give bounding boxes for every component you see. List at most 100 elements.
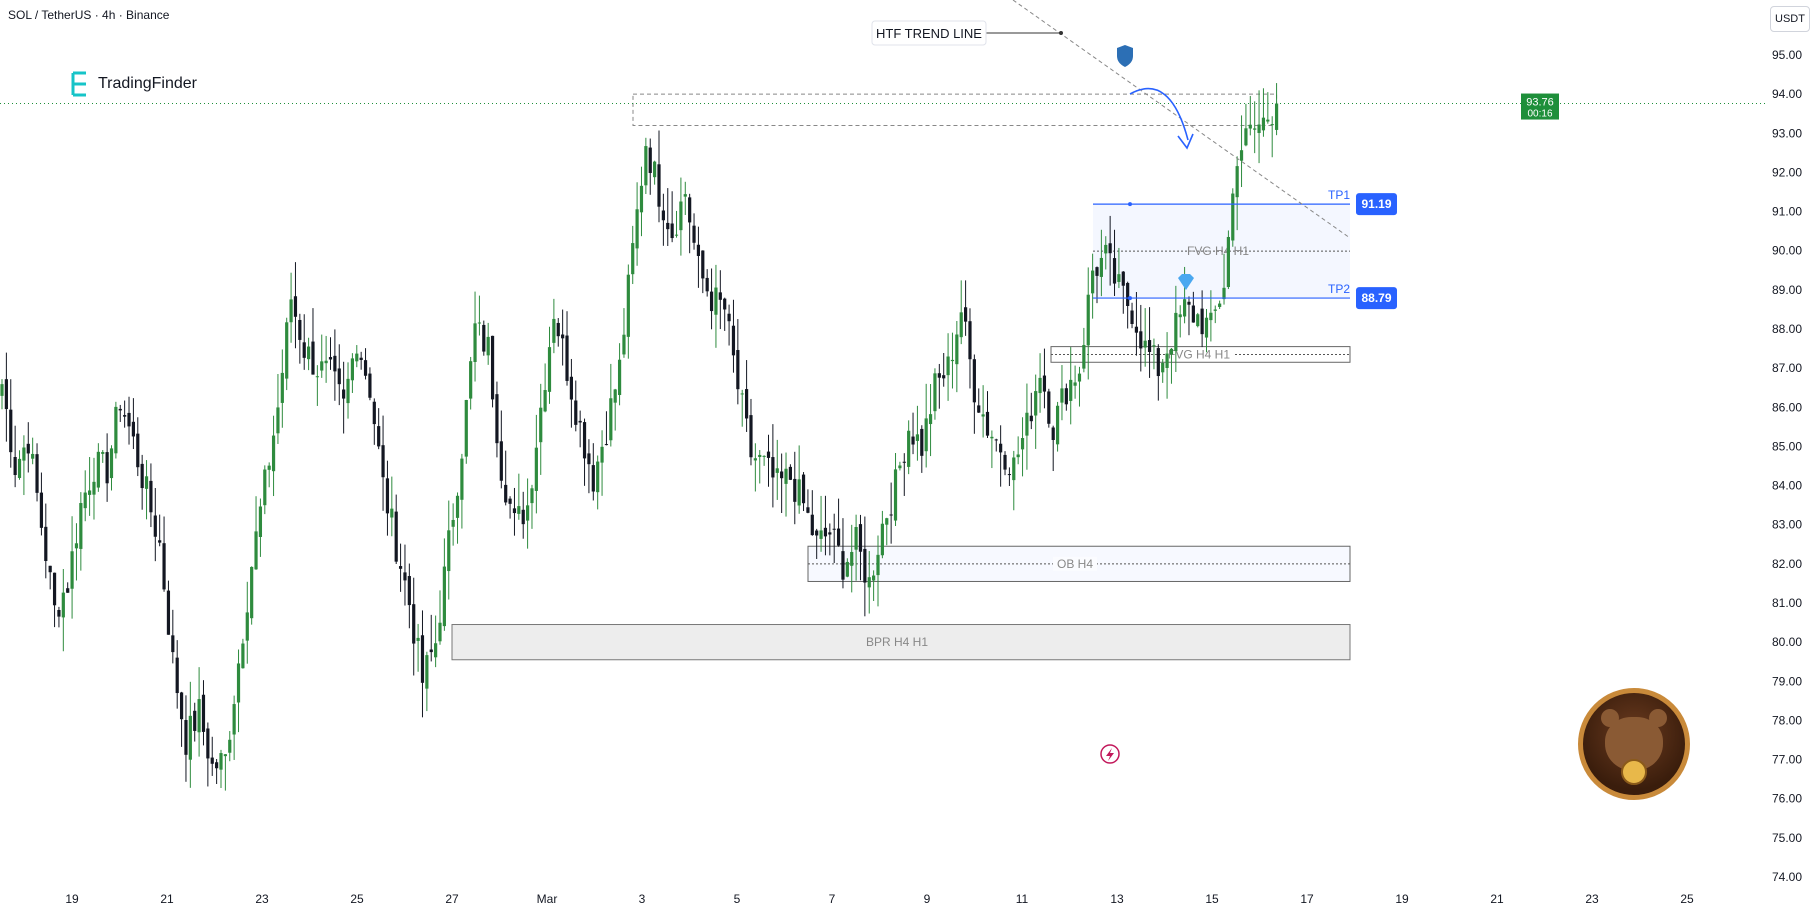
candle-body — [61, 592, 65, 618]
candle-body — [1047, 391, 1051, 424]
candle-body — [981, 414, 985, 417]
candle-body — [250, 566, 254, 619]
candle-body — [819, 530, 823, 539]
candle-body — [394, 511, 398, 562]
y-tick-label: 81.00 — [1772, 596, 1802, 610]
y-tick-label: 94.00 — [1772, 87, 1802, 101]
fvg-lower-label: FVG H4 H1 — [1168, 347, 1230, 361]
candle-body — [1139, 331, 1143, 349]
candle-body — [644, 146, 648, 186]
candle-body — [867, 577, 871, 588]
candle-body — [1091, 270, 1095, 294]
candle-body — [1117, 274, 1121, 282]
candle-body — [390, 508, 394, 518]
candle-body — [315, 376, 319, 378]
trend-line-label: HTF TREND LINE — [876, 26, 982, 41]
candle-body — [648, 147, 652, 173]
candle-body — [784, 468, 788, 484]
tradingfinder-icon — [70, 70, 92, 98]
y-tick-label: 80.00 — [1772, 635, 1802, 649]
x-tick-label: 21 — [160, 892, 174, 906]
sol-coin-icon — [1621, 759, 1647, 785]
candle-body — [933, 373, 937, 412]
candle-body — [613, 389, 617, 403]
y-tick-label: 84.00 — [1772, 479, 1802, 493]
candle-body — [1169, 348, 1174, 355]
candle-body — [622, 334, 626, 355]
candle-body — [1253, 128, 1257, 130]
candle-body — [631, 243, 635, 275]
candle-body — [416, 637, 420, 641]
y-tick-label: 91.00 — [1772, 205, 1802, 219]
candle-body — [13, 457, 17, 476]
candle-body — [1055, 405, 1060, 445]
candle-body — [736, 350, 740, 390]
candle-body — [911, 436, 915, 445]
candle-body — [723, 298, 727, 310]
candle-body — [508, 498, 512, 504]
candle-body — [490, 335, 495, 400]
candle-body — [434, 643, 438, 658]
candle-body — [44, 526, 48, 562]
candle-body — [438, 622, 442, 642]
candle-body — [727, 313, 731, 322]
tp1-anchor-dot — [1128, 202, 1132, 207]
currency-button[interactable]: USDT — [1770, 6, 1810, 32]
candle-body — [547, 347, 552, 392]
candle-body — [758, 454, 762, 457]
candle-body — [639, 185, 644, 213]
candle-body — [131, 421, 135, 437]
candle-body — [561, 334, 565, 339]
candle-body — [999, 443, 1003, 453]
candle-body — [696, 244, 701, 256]
candle-body — [850, 551, 854, 566]
candle-body — [609, 398, 613, 441]
candle-body — [228, 739, 232, 753]
candle-body — [39, 492, 44, 528]
candle-body — [517, 506, 521, 514]
candle-body — [307, 346, 311, 360]
candle-body — [184, 720, 188, 755]
candle-body — [775, 468, 779, 473]
candle-body — [9, 409, 13, 453]
shield-icon — [1117, 45, 1133, 67]
candle-body — [153, 515, 157, 537]
candle-body — [197, 699, 201, 733]
candle-body — [210, 757, 214, 764]
candle-body — [1086, 294, 1090, 346]
candle-body — [495, 394, 499, 444]
candle-body — [661, 210, 665, 221]
candle-body — [320, 361, 324, 371]
x-tick-label: 3 — [639, 892, 646, 906]
candle-body — [1274, 103, 1279, 130]
symbol-header: SOL / TetherUS · 4h · Binance — [8, 8, 170, 22]
candle-body — [1029, 415, 1033, 422]
candle-body — [552, 318, 556, 343]
candle-body — [263, 469, 267, 506]
candle-body — [1239, 150, 1244, 161]
candle-body — [1257, 124, 1261, 134]
y-tick-label: 83.00 — [1772, 518, 1802, 532]
candle-body — [425, 655, 429, 689]
candle-body — [854, 527, 858, 550]
candle-body — [617, 359, 622, 396]
candle-body — [166, 590, 171, 635]
candle-body — [679, 201, 683, 231]
x-tick-label: 11 — [1016, 892, 1029, 906]
tp1-price-text: 91.19 — [1361, 197, 1391, 211]
y-tick-label: 95.00 — [1772, 48, 1802, 62]
candle-body — [596, 461, 600, 493]
candle-body — [223, 754, 227, 757]
callout-dot — [1059, 31, 1063, 35]
candle-body — [342, 389, 346, 399]
candle-body — [245, 612, 249, 641]
ob-h4-label: OB H4 — [1057, 557, 1093, 571]
candle-body — [285, 322, 289, 379]
candle-body — [670, 223, 674, 239]
candle-body — [876, 554, 880, 576]
candle-body — [499, 441, 503, 481]
candle-body — [215, 762, 219, 769]
candle-body — [442, 566, 446, 627]
